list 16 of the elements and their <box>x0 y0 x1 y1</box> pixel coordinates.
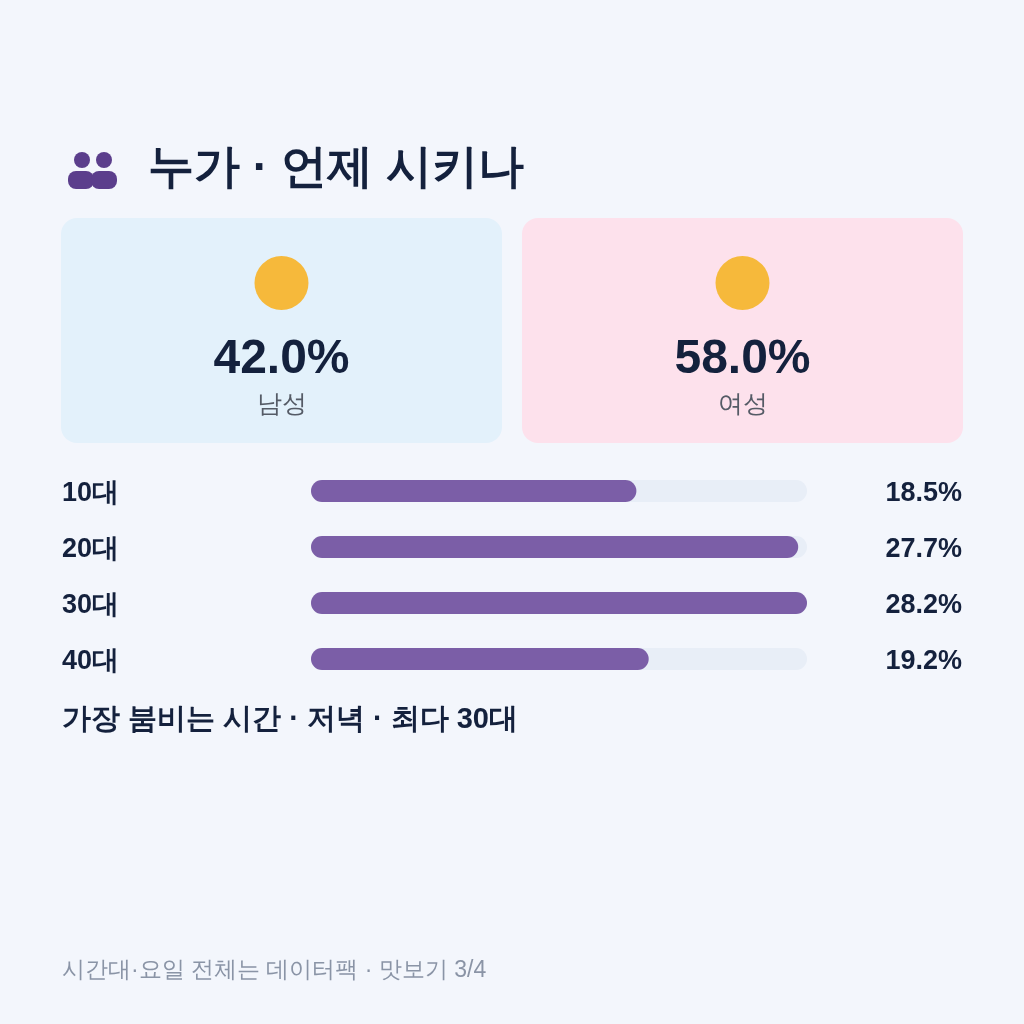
y-tick-label: 40대 <box>62 645 120 675</box>
data-label: 27.7% <box>885 533 962 563</box>
text: 누가 · 언제 시키나 <box>148 140 524 192</box>
category-label: 여성 <box>717 389 768 417</box>
category-label: 남성 <box>256 389 307 417</box>
y-tick-label: 30대 <box>62 589 120 619</box>
data-label: 42.0% <box>213 330 350 383</box>
text: 가장 붐비는 시간 · 저녁 · 최다 30대 <box>62 702 518 734</box>
data-label: 28.2% <box>885 589 962 619</box>
data-label: 58.0% <box>674 330 811 383</box>
text: 시간대·요일 전체는 데이터팩 · 맛보기 3/4 <box>62 956 487 982</box>
y-tick-label: 20대 <box>62 533 120 563</box>
bar <box>311 536 799 558</box>
y-tick-label: 10대 <box>62 477 120 507</box>
data-label: 19.2% <box>885 645 962 675</box>
data-label: 18.5% <box>885 477 962 507</box>
